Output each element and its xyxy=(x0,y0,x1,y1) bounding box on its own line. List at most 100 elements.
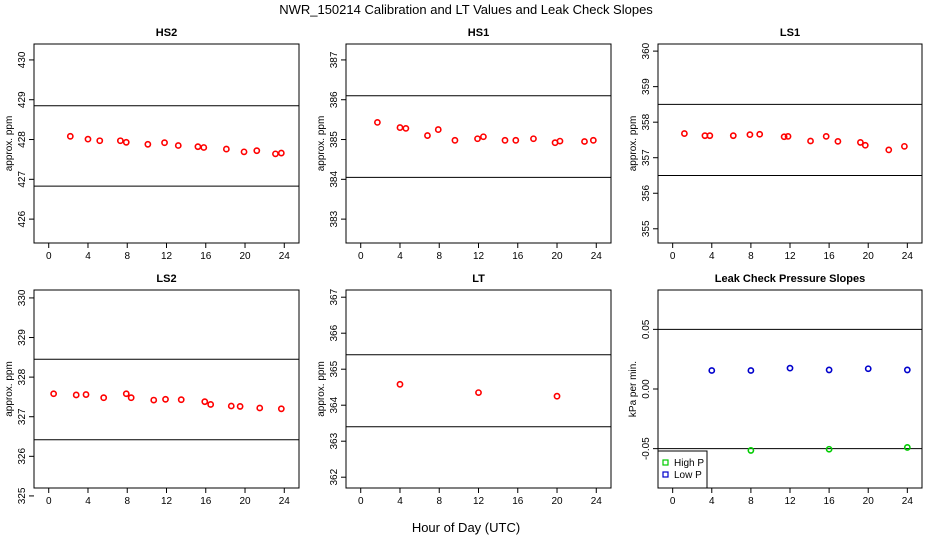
data-point-hs1-0-13 xyxy=(581,138,588,145)
data-point-ls1-0-10 xyxy=(834,137,842,145)
data-point-leak-1-4 xyxy=(864,365,872,373)
panel-title-ls2: LS2 xyxy=(156,273,176,285)
data-point-ls2-0-10 xyxy=(207,401,215,408)
x-tick-label-leak-16: 16 xyxy=(824,496,836,507)
data-point-ls2-0-2 xyxy=(82,391,90,398)
x-tick-label-hs2-4: 4 xyxy=(85,251,91,262)
x-tick-label-ls1-16: 16 xyxy=(824,251,836,262)
x-tick-label-lt-0: 0 xyxy=(358,496,364,507)
y-tick-label-leak-2: 0.05 xyxy=(641,319,652,339)
panel-leak: Leak Check Pressure Slopes 0 4 8 12 16 20 24 -0.… xyxy=(628,273,923,507)
data-point-ls1-0-13 xyxy=(885,146,893,154)
x-tick-label-ls1-24: 24 xyxy=(902,251,914,262)
data-point-lt-0-1 xyxy=(475,389,482,396)
data-point-ls2-0-12 xyxy=(236,403,244,410)
data-point-leak-0-1 xyxy=(825,445,833,453)
x-tick-label-lt-24: 24 xyxy=(591,496,603,507)
x-tick-label-hs1-16: 16 xyxy=(512,251,524,262)
data-point-ls1-0-11 xyxy=(857,139,864,146)
data-point-ls1-0-14 xyxy=(901,142,908,150)
data-point-hs1-0-7 xyxy=(480,133,487,141)
panel-lt: LT 0 4 8 12 16 20 24 362 363 364 365 366 367 approx. p… xyxy=(316,273,612,507)
y-tick-label-ls1-3: 358 xyxy=(641,113,652,130)
y-tick-label-ls2-5: 330 xyxy=(17,289,28,306)
data-point-hs1-0-12 xyxy=(556,137,564,145)
x-tick-label-ls2-4: 4 xyxy=(85,496,91,507)
data-point-ls2-0-7 xyxy=(162,395,169,403)
data-point-ls1-0-4 xyxy=(746,131,754,139)
y-axis-label-hs1: approx. ppm xyxy=(316,116,327,172)
y-tick-label-ls2-4: 329 xyxy=(17,329,28,346)
panel-title-lt: LT xyxy=(472,273,485,285)
data-point-hs1-0-1 xyxy=(396,124,404,131)
x-tick-label-ls1-20: 20 xyxy=(863,251,875,262)
x-tick-label-hs2-12: 12 xyxy=(161,251,173,262)
data-point-leak-1-2 xyxy=(786,364,794,372)
data-point-hs1-0-14 xyxy=(589,136,597,144)
data-point-ls1-0-12 xyxy=(861,141,869,149)
data-point-hs2-0-12 xyxy=(253,147,261,155)
y-tick-label-hs2-2: 428 xyxy=(17,131,28,148)
x-tick-label-ls1-8: 8 xyxy=(748,251,754,262)
data-point-leak-0-2 xyxy=(903,444,911,451)
data-point-ls2-0-4 xyxy=(122,390,130,398)
data-point-hs1-0-2 xyxy=(402,124,410,132)
x-tick-label-hs2-20: 20 xyxy=(239,251,251,262)
y-axis-label-leak: kPa per min. xyxy=(628,361,639,417)
x-tick-label-leak-12: 12 xyxy=(784,496,796,507)
data-point-ls1-0-7 xyxy=(784,132,792,140)
data-point-hs2-0-11 xyxy=(240,148,248,156)
y-tick-label-ls2-3: 328 xyxy=(17,368,28,385)
x-tick-label-hs2-24: 24 xyxy=(279,251,291,262)
x-tick-label-leak-20: 20 xyxy=(863,496,875,507)
y-tick-label-leak-0: -0.05 xyxy=(641,437,652,460)
data-point-lt-0-2 xyxy=(553,392,561,400)
data-point-leak-0-0 xyxy=(747,447,755,454)
data-point-hs2-0-13 xyxy=(272,150,279,158)
panel-ls1: LS1 0 4 8 12 16 20 24 355 356 357 358 359 360 approx. … xyxy=(628,27,923,262)
y-tick-label-lt-0: 362 xyxy=(329,468,340,485)
plot-frame-hs1 xyxy=(345,43,612,244)
y-tick-label-lt-5: 367 xyxy=(329,288,340,305)
data-point-ls2-0-14 xyxy=(277,405,285,413)
data-point-ls2-0-8 xyxy=(177,396,185,404)
data-point-ls1-0-8 xyxy=(807,137,814,145)
data-point-hs1-0-9 xyxy=(512,136,520,144)
y-axis-label-ls1: approx. ppm xyxy=(628,116,639,172)
data-point-ls2-0-5 xyxy=(127,394,135,402)
y-tick-label-hs1-2: 385 xyxy=(329,131,340,148)
data-point-leak-1-0 xyxy=(708,367,716,374)
data-point-ls2-0-6 xyxy=(150,396,158,404)
y-axis-label-lt: approx. ppm xyxy=(316,361,327,417)
data-point-ls1-0-0 xyxy=(681,130,688,137)
data-point-hs2-0-1 xyxy=(84,135,92,143)
y-tick-label-lt-2: 364 xyxy=(329,396,340,413)
data-point-hs1-0-0 xyxy=(374,119,381,126)
data-point-ls2-0-0 xyxy=(50,390,58,398)
data-point-hs1-0-10 xyxy=(530,135,537,143)
x-tick-label-lt-8: 8 xyxy=(436,496,442,507)
y-axis-label-hs2: approx. ppm xyxy=(4,116,15,172)
data-point-hs2-0-4 xyxy=(122,138,130,146)
data-point-ls2-0-1 xyxy=(72,391,80,399)
panel-title-leak: Leak Check Pressure Slopes xyxy=(715,273,865,285)
panel-title-ls1: LS1 xyxy=(780,27,800,39)
y-tick-label-hs1-4: 387 xyxy=(329,51,340,68)
data-point-hs1-0-3 xyxy=(424,132,431,139)
y-tick-label-hs2-3: 429 xyxy=(17,91,28,108)
x-tick-label-ls1-12: 12 xyxy=(784,251,796,262)
panel-ls2: LS2 0 4 8 12 16 20 24 325 326 327 328 329 330 approx. … xyxy=(4,273,300,507)
data-point-leak-1-3 xyxy=(825,366,833,374)
plot-frame-ls2 xyxy=(33,289,300,489)
plot-frame-lt xyxy=(345,289,612,489)
panel-hs1: HS1 0 4 8 12 16 20 24 383 384 385 386 387 approx. ppm xyxy=(316,27,612,262)
y-tick-label-ls1-1: 356 xyxy=(641,184,652,201)
y-tick-label-ls2-2: 327 xyxy=(17,408,28,425)
panel-title-hs1: HS1 xyxy=(468,27,489,39)
x-tick-label-hs1-24: 24 xyxy=(591,251,603,262)
x-tick-label-lt-4: 4 xyxy=(397,496,403,507)
data-point-ls1-0-6 xyxy=(780,133,788,141)
panel-hs2: HS2 0 4 8 12 16 20 24 426 427 428 429 430 approx. ppm xyxy=(4,27,300,262)
panel-title-hs2: HS2 xyxy=(156,27,177,39)
x-tick-label-lt-12: 12 xyxy=(473,496,485,507)
